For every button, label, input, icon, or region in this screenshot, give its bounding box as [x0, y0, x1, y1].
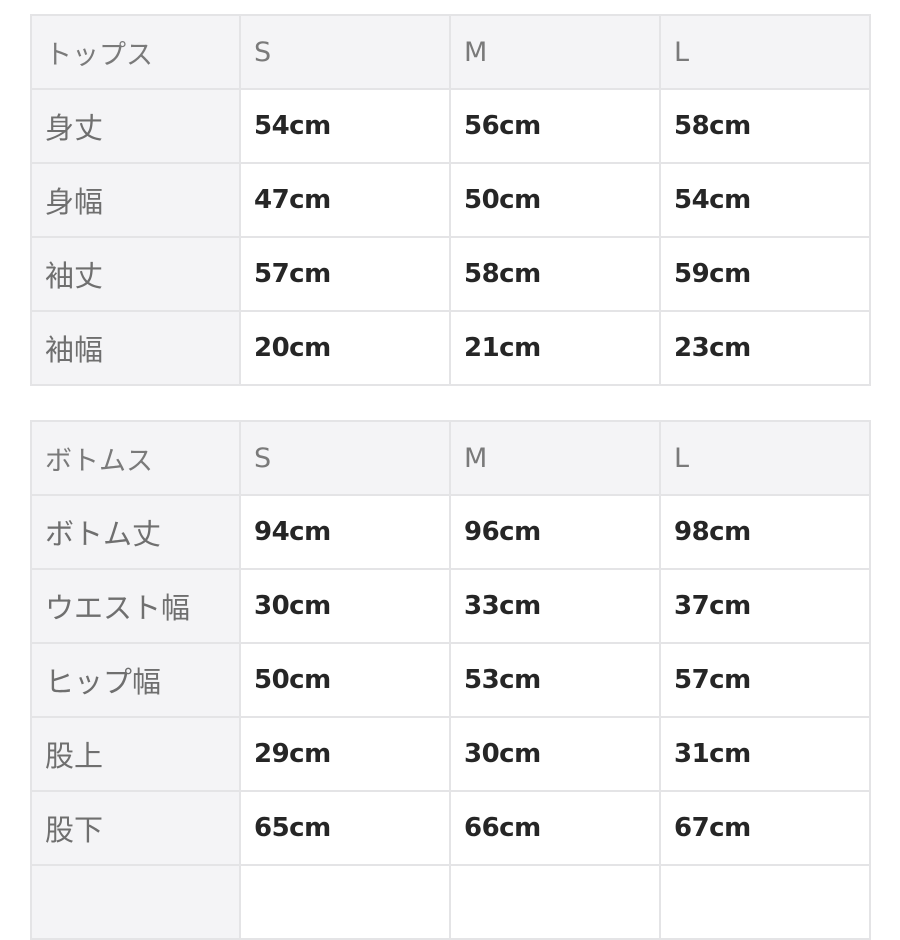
cell-m: 30cm [449, 716, 661, 792]
cell-m: 58cm [449, 236, 661, 312]
cell-l: 23cm [659, 310, 871, 386]
cell-s: 50cm [239, 642, 451, 718]
cell-m: 53cm [449, 642, 661, 718]
table-row: 身幅 47cm 50cm 54cm [30, 162, 871, 238]
tops-size-table: トップス S M L 身丈 54cm 56cm 58cm 身幅 47cm 50c… [30, 14, 871, 386]
cell-l: 37cm [659, 568, 871, 644]
cell-m: 96cm [449, 494, 661, 570]
table-row: 袖幅 20cm 21cm 23cm [30, 310, 871, 386]
cell-s: 54cm [239, 88, 451, 164]
bottoms-size-table: ボトムス S M L ボトム丈 94cm 96cm 98cm ウエスト幅 30c… [30, 420, 871, 940]
row-label: 身幅 [30, 162, 241, 238]
header-size-s: S [239, 14, 451, 90]
row-label: ウエスト幅 [30, 568, 241, 644]
header-size-l: L [659, 420, 871, 496]
header-size-m: M [449, 14, 661, 90]
cell-l [659, 864, 871, 940]
header-size-l: L [659, 14, 871, 90]
cell-l: 57cm [659, 642, 871, 718]
table-row: 股下 65cm 66cm 67cm [30, 790, 871, 866]
cell-m: 50cm [449, 162, 661, 238]
cell-m: 33cm [449, 568, 661, 644]
cell-s: 20cm [239, 310, 451, 386]
header-category: トップス [30, 14, 241, 90]
row-label: 袖幅 [30, 310, 241, 386]
header-category: ボトムス [30, 420, 241, 496]
cell-l: 31cm [659, 716, 871, 792]
cell-m [449, 864, 661, 940]
row-label: 身丈 [30, 88, 241, 164]
cell-s: 30cm [239, 568, 451, 644]
header-size-m: M [449, 420, 661, 496]
cell-s: 47cm [239, 162, 451, 238]
cell-l: 59cm [659, 236, 871, 312]
table-row: 股上 29cm 30cm 31cm [30, 716, 871, 792]
cell-s: 57cm [239, 236, 451, 312]
cell-l: 58cm [659, 88, 871, 164]
row-label: 袖丈 [30, 236, 241, 312]
row-label: 股上 [30, 716, 241, 792]
cell-l: 54cm [659, 162, 871, 238]
cell-s [239, 864, 451, 940]
table-header-row: トップス S M L [30, 14, 871, 90]
row-label: ボトム丈 [30, 494, 241, 570]
cell-s: 29cm [239, 716, 451, 792]
table-row [30, 864, 871, 940]
row-label: 股下 [30, 790, 241, 866]
cell-m: 56cm [449, 88, 661, 164]
row-label [30, 864, 241, 940]
cell-m: 21cm [449, 310, 661, 386]
cell-s: 94cm [239, 494, 451, 570]
table-header-row: ボトムス S M L [30, 420, 871, 496]
row-label: ヒップ幅 [30, 642, 241, 718]
table-row: 身丈 54cm 56cm 58cm [30, 88, 871, 164]
table-row: ヒップ幅 50cm 53cm 57cm [30, 642, 871, 718]
cell-m: 66cm [449, 790, 661, 866]
table-row: 袖丈 57cm 58cm 59cm [30, 236, 871, 312]
cell-l: 98cm [659, 494, 871, 570]
header-size-s: S [239, 420, 451, 496]
table-row: ボトム丈 94cm 96cm 98cm [30, 494, 871, 570]
table-row: ウエスト幅 30cm 33cm 37cm [30, 568, 871, 644]
cell-s: 65cm [239, 790, 451, 866]
cell-l: 67cm [659, 790, 871, 866]
